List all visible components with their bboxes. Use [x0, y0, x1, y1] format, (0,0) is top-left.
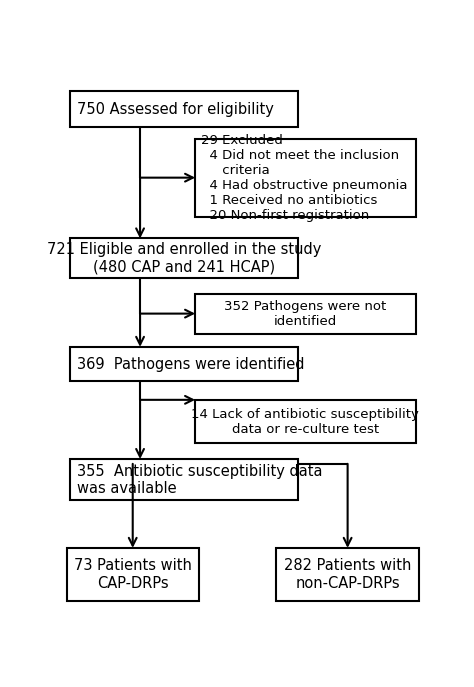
FancyBboxPatch shape: [195, 294, 416, 334]
Text: 352 Pathogens were not
identified: 352 Pathogens were not identified: [224, 300, 386, 328]
FancyBboxPatch shape: [195, 139, 416, 217]
FancyBboxPatch shape: [70, 459, 298, 500]
FancyBboxPatch shape: [70, 91, 298, 127]
FancyBboxPatch shape: [66, 548, 199, 601]
FancyBboxPatch shape: [70, 347, 298, 381]
Text: 73 Patients with
CAP-DRPs: 73 Patients with CAP-DRPs: [74, 559, 191, 591]
FancyBboxPatch shape: [195, 400, 416, 443]
FancyBboxPatch shape: [276, 548, 419, 601]
FancyBboxPatch shape: [70, 238, 298, 278]
Text: 355  Antibiotic susceptibility data
was available: 355 Antibiotic susceptibility data was a…: [77, 464, 322, 496]
Text: 721 Eligible and enrolled in the study
(480 CAP and 241 HCAP): 721 Eligible and enrolled in the study (…: [47, 242, 321, 275]
Text: 369  Pathogens were identified: 369 Pathogens were identified: [77, 357, 304, 372]
Text: 750 Assessed for eligibility: 750 Assessed for eligibility: [77, 102, 274, 117]
Text: 14 Lack of antibiotic susceptibility
data or re-culture test: 14 Lack of antibiotic susceptibility dat…: [191, 407, 419, 436]
Text: 29 Excluded
  4 Did not meet the inclusion
     criteria
  4 Had obstructive pne: 29 Excluded 4 Did not meet the inclusion…: [201, 134, 407, 222]
Text: 282 Patients with
non-CAP-DRPs: 282 Patients with non-CAP-DRPs: [284, 559, 411, 591]
